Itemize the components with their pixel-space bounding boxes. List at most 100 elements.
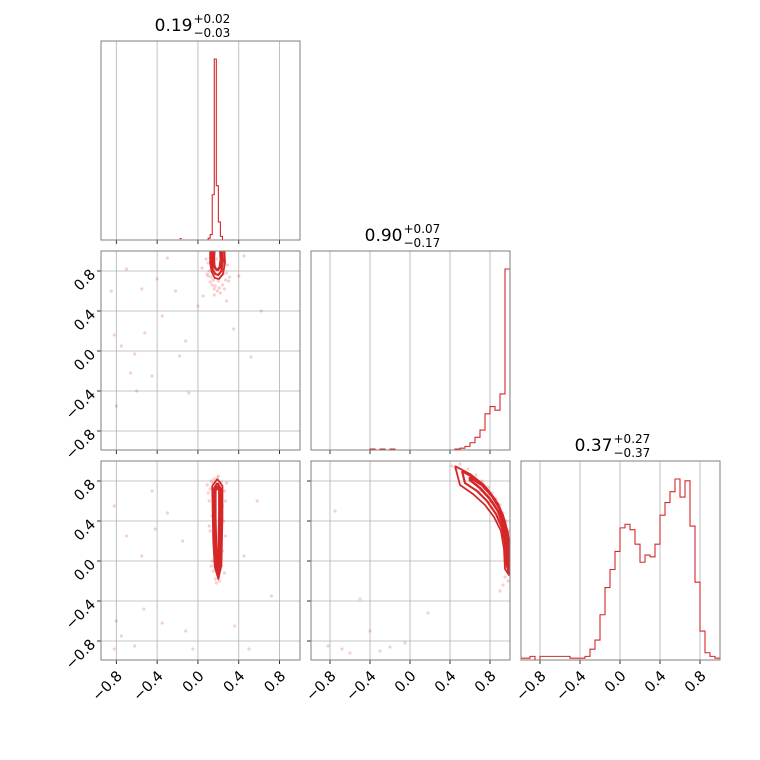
- sample-point: [181, 539, 185, 543]
- sample-point: [209, 275, 213, 279]
- sample-point: [498, 589, 502, 593]
- sample-point: [112, 647, 116, 651]
- sample-point: [223, 499, 228, 503]
- sample-point: [213, 577, 217, 581]
- param-title-plus: +0.07: [404, 222, 441, 236]
- sample-point: [233, 624, 237, 628]
- param-title-minus: −0.03: [194, 26, 231, 40]
- x-tick-label: 0.8: [472, 668, 500, 696]
- sample-point: [165, 511, 169, 515]
- histogram-1: [369, 268, 510, 450]
- sample-point: [191, 647, 195, 651]
- sample-point: [232, 327, 236, 331]
- sample-point: [205, 272, 209, 276]
- sample-point: [211, 569, 215, 573]
- x-tick-label: 0.4: [221, 668, 249, 696]
- sample-point: [501, 583, 505, 587]
- sample-point: [196, 304, 200, 308]
- sample-point: [124, 267, 129, 271]
- sample-point: [227, 275, 232, 279]
- sample-point: [200, 266, 204, 270]
- panel-background: [101, 251, 300, 450]
- param-title-1: 0.90 +0.07−0.17: [365, 222, 441, 250]
- sample-point: [165, 256, 169, 260]
- panel-frame: [100, 40, 301, 241]
- param-title-median: 0.37: [575, 436, 613, 456]
- sample-point: [210, 283, 214, 287]
- histogram-2: [521, 478, 720, 660]
- sample-point: [112, 504, 116, 508]
- x-tick-label: −0.4: [343, 668, 379, 704]
- y-tick-label: 0.8: [71, 267, 99, 295]
- sample-point: [403, 641, 407, 645]
- y-tick-label: 0.0: [71, 557, 99, 585]
- panel-background: [311, 461, 510, 660]
- sample-point: [466, 467, 470, 471]
- sample-point: [206, 261, 210, 265]
- y-tick-label: −0.4: [63, 597, 99, 633]
- sample-point: [201, 294, 205, 298]
- density-contour: [212, 251, 223, 272]
- sample-point: [112, 333, 116, 337]
- y-tick-label: 0.4: [71, 307, 99, 335]
- scatter-panel-2-0: [112, 474, 274, 651]
- histogram-step: [369, 268, 510, 450]
- x-tick-label: −0.8: [303, 668, 339, 704]
- y-tick-label: 0.0: [71, 347, 99, 375]
- x-tick-label: −0.8: [90, 668, 126, 704]
- y-tick-label: 0.8: [71, 477, 99, 505]
- x-tick-label: 0.0: [392, 668, 420, 696]
- sample-point: [133, 644, 137, 648]
- param-title-minus: −0.17: [404, 236, 441, 250]
- sample-point: [150, 489, 154, 493]
- param-title-0: 0.19 +0.02−0.03: [155, 12, 231, 40]
- sample-point: [140, 554, 144, 558]
- sample-point: [209, 479, 213, 483]
- panel-1-1: [311, 251, 510, 454]
- param-title-2: 0.37 +0.27−0.37: [575, 432, 651, 460]
- sample-point: [206, 491, 210, 495]
- sample-point: [204, 257, 208, 261]
- sample-point: [143, 331, 147, 335]
- sample-point: [210, 559, 214, 563]
- sample-point: [142, 607, 146, 611]
- panel-2-1: −0.8 −0.4 0.0 0.4 0.8: [303, 461, 510, 705]
- sample-point: [214, 257, 218, 261]
- sample-point: [218, 291, 222, 295]
- panel-frame: [310, 460, 511, 661]
- panel-background: [101, 461, 300, 660]
- x-tick-label: 0.8: [262, 668, 290, 696]
- sample-point: [207, 524, 211, 528]
- density-contour: [212, 482, 223, 576]
- sample-point: [340, 647, 344, 651]
- y-tick-label: −0.4: [63, 387, 99, 423]
- sample-point: [212, 287, 216, 291]
- panel-frame: [100, 250, 301, 451]
- y-tick-label: −0.8: [63, 427, 99, 463]
- param-title-plus: +0.02: [194, 12, 231, 26]
- scatter-panel-1-0: [109, 251, 263, 408]
- sample-point: [206, 274, 210, 278]
- sample-point: [242, 554, 246, 558]
- sample-point: [378, 649, 382, 653]
- sample-point: [173, 289, 178, 293]
- sample-point: [208, 280, 212, 284]
- panel-2-2: −0.8 −0.4 0.0 0.4 0.8: [513, 461, 720, 705]
- x-tick-label: 0.8: [682, 668, 710, 696]
- sample-point: [222, 287, 227, 291]
- param-title-minus: −0.37: [614, 446, 651, 460]
- sample-point: [177, 354, 182, 358]
- param-title-median: 0.90: [365, 226, 403, 246]
- sample-point: [150, 374, 154, 378]
- panel-2-0: −0.8 −0.4 0.0 0.4 0.8−0.8−0.40.00.40.8: [63, 461, 300, 705]
- histogram-0: [179, 58, 229, 240]
- sample-point: [326, 644, 330, 648]
- panel-frame: [520, 460, 721, 661]
- sample-point: [426, 611, 430, 615]
- sample-point: [217, 579, 221, 583]
- density-contour: [211, 478, 224, 580]
- sample-point: [215, 289, 219, 293]
- y-tick-label: −0.8: [63, 637, 99, 673]
- histogram-step: [521, 478, 720, 660]
